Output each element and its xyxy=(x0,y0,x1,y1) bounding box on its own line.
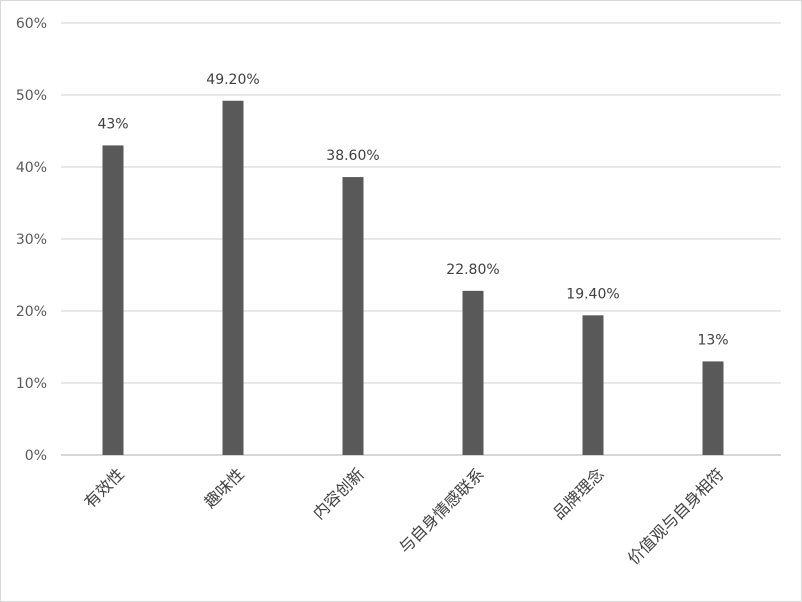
y-tick-label: 50% xyxy=(16,88,47,104)
y-tick-label: 40% xyxy=(16,160,47,176)
bar xyxy=(222,100,244,455)
data-label: 43% xyxy=(97,116,128,132)
y-tick-label: 60% xyxy=(16,16,47,32)
category-label: 内容创新 xyxy=(309,464,368,523)
category-labels: 有效性 趣味性 内容创新 与自身情感联系 品牌理念 价值观与自身相符 xyxy=(80,464,727,568)
category-label: 有效性 xyxy=(80,464,127,511)
data-label: 13% xyxy=(697,332,728,348)
bar xyxy=(342,177,364,455)
bar xyxy=(702,361,724,455)
bar xyxy=(102,145,124,455)
category-label: 品牌理念 xyxy=(549,464,608,523)
y-tick-label: 10% xyxy=(16,376,47,392)
bar xyxy=(582,315,604,455)
y-tick-label: 30% xyxy=(16,232,47,248)
data-label: 22.80% xyxy=(446,262,499,278)
data-label: 49.20% xyxy=(206,72,259,88)
y-tick-label: 0% xyxy=(25,448,47,464)
y-tick-label: 20% xyxy=(16,304,47,320)
category-label: 价值观与自身相符 xyxy=(624,464,728,568)
data-labels: 43% 49.20% 38.60% 22.80% 19.40% 13% xyxy=(97,72,728,349)
data-label: 19.40% xyxy=(566,286,619,302)
data-label: 38.60% xyxy=(326,148,379,164)
gridlines xyxy=(61,22,781,456)
category-label: 趣味性 xyxy=(200,464,247,511)
y-axis-tick-labels: 0% 10% 20% 30% 40% 50% 60% xyxy=(16,16,47,464)
bars xyxy=(102,100,724,455)
bar xyxy=(462,290,484,455)
category-label: 与自身情感联系 xyxy=(395,464,488,557)
